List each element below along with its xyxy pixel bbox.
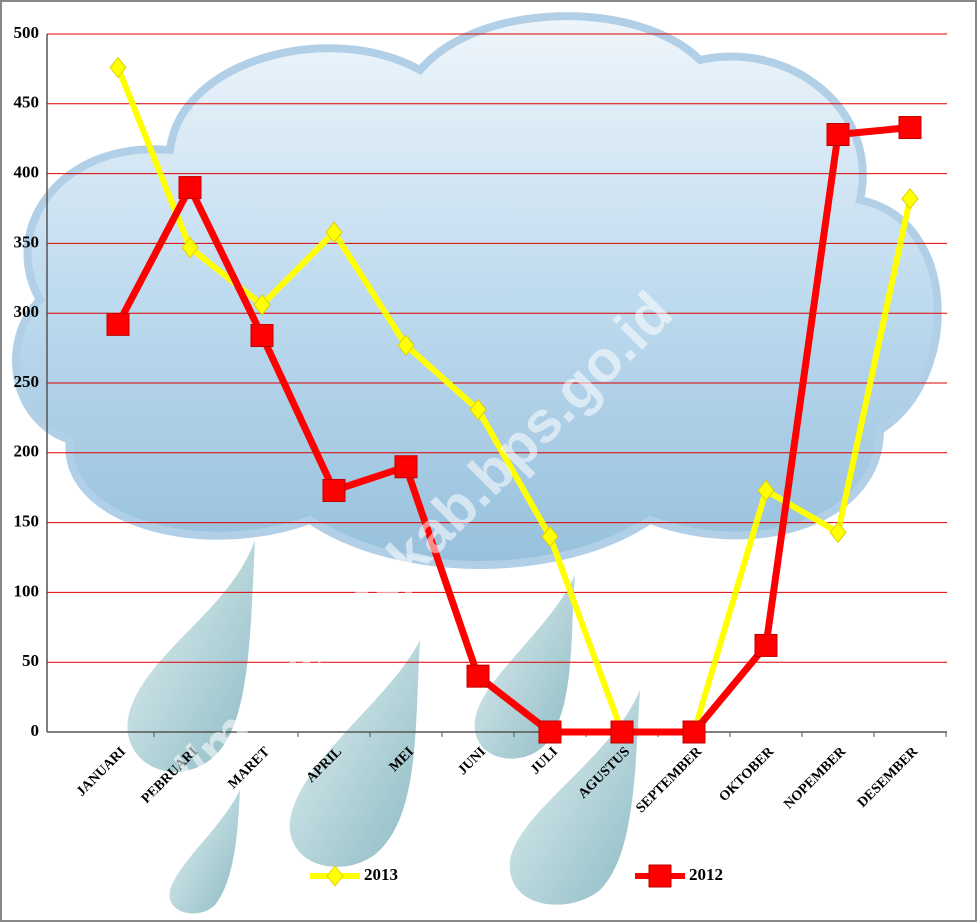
data-point bbox=[469, 398, 487, 421]
data-point bbox=[538, 720, 562, 744]
data-point bbox=[757, 479, 775, 502]
data-point bbox=[106, 312, 130, 336]
data-point bbox=[322, 478, 346, 502]
y-tick-label: 350 bbox=[14, 232, 40, 251]
legend-marker bbox=[648, 864, 672, 888]
data-point bbox=[826, 123, 850, 147]
y-tick-label: 100 bbox=[14, 581, 40, 600]
series-line bbox=[114, 124, 911, 736]
y-tick-label: 400 bbox=[14, 163, 40, 182]
data-point bbox=[901, 187, 919, 210]
background-art bbox=[12, 12, 942, 914]
y-tick-label: 150 bbox=[14, 512, 40, 531]
y-tick-label: 450 bbox=[14, 93, 40, 112]
data-point bbox=[178, 176, 202, 200]
data-point bbox=[253, 294, 271, 316]
data-point bbox=[325, 221, 343, 244]
data-point bbox=[466, 664, 490, 688]
legend-marker bbox=[326, 865, 344, 887]
data-point bbox=[682, 720, 706, 744]
data-point bbox=[394, 455, 418, 479]
data-point bbox=[754, 633, 778, 657]
data-point bbox=[898, 116, 922, 140]
y-tick-label: 200 bbox=[14, 442, 40, 461]
data-point bbox=[250, 324, 274, 348]
data-point bbox=[541, 525, 559, 548]
y-tick-label: 500 bbox=[14, 23, 40, 42]
data-point bbox=[610, 720, 634, 744]
data-point bbox=[181, 236, 199, 259]
series-line bbox=[115, 66, 913, 735]
y-tick-label: 250 bbox=[14, 372, 40, 391]
data-point bbox=[397, 334, 415, 357]
legend-label: 2013 bbox=[364, 865, 398, 884]
data-point bbox=[829, 521, 847, 544]
legend-label: 2012 bbox=[689, 865, 723, 884]
y-tick-label: 50 bbox=[22, 651, 39, 670]
y-tick-label: 300 bbox=[14, 302, 40, 321]
y-tick-label: 0 bbox=[31, 721, 40, 740]
data-point bbox=[109, 56, 127, 79]
